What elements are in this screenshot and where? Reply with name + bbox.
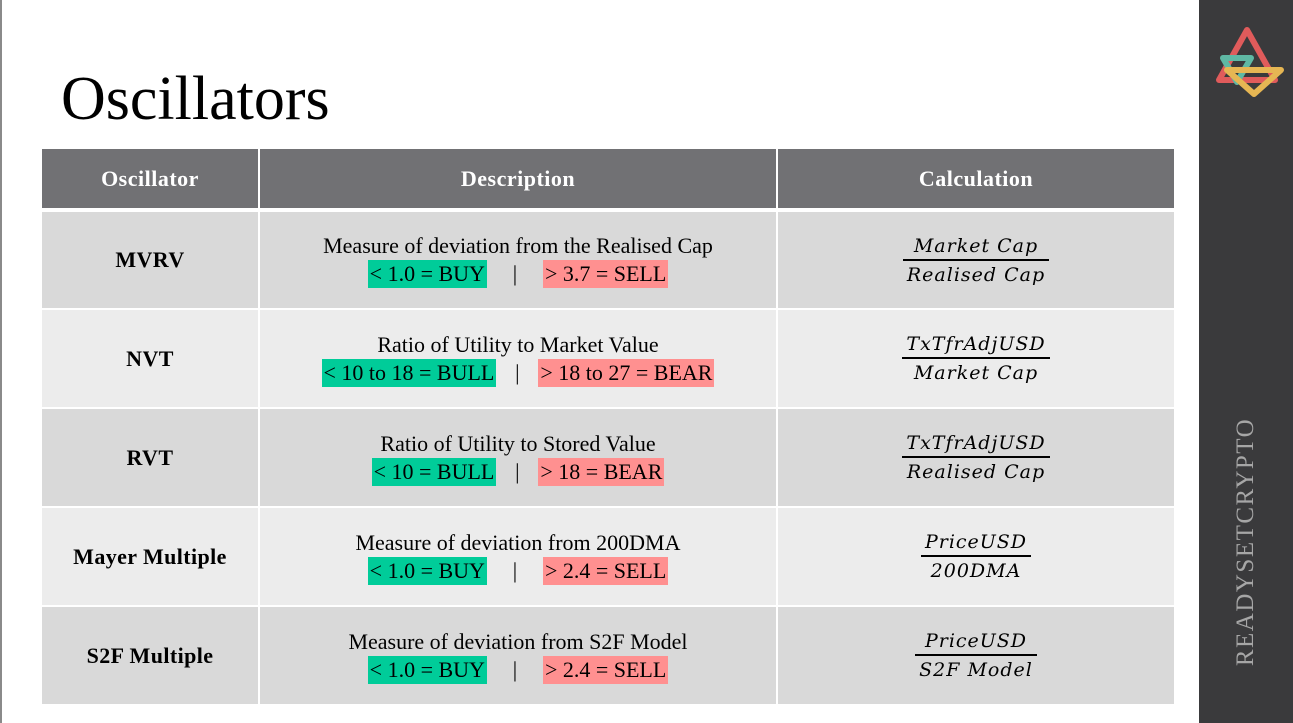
signal-separator: | [515, 359, 520, 385]
oscillator-name: MVRV [40, 209, 260, 310]
description-text: Measure of deviation from the Realised C… [323, 233, 713, 258]
header-oscillator: Oscillator [40, 147, 260, 211]
signal-thresholds: < 10 = BULL | > 18 = BEAR [260, 457, 776, 486]
buy-signal-badge: < 1.0 = BUY [367, 556, 487, 585]
sell-signal-badge: > 2.4 = SELL [542, 655, 669, 684]
calculation-fraction: PriceUSD S2F Model [915, 630, 1037, 681]
sell-signal-badge: > 18 to 27 = BEAR [538, 358, 715, 387]
slide-title: Oscillators [61, 65, 330, 133]
oscillator-name: Mayer Multiple [40, 506, 260, 607]
buy-signal-badge: < 10 to 18 = BULL [321, 358, 497, 387]
signal-separator: | [515, 458, 520, 484]
description-text: Ratio of Utility to Stored Value [380, 430, 656, 456]
table-row: S2F Multiple Measure of deviation from S… [40, 605, 1176, 706]
buy-signal-badge: < 1.0 = BUY [367, 260, 487, 288]
calculation-cell: PriceUSD 200DMA [776, 506, 1176, 607]
table-row: NVT Ratio of Utility to Market Value < 1… [40, 308, 1176, 409]
signal-thresholds: < 10 to 18 = BULL | > 18 to 27 = BEAR [260, 358, 776, 387]
description-cell: Ratio of Utility to Stored Value < 10 = … [258, 407, 778, 508]
description-cell: Ratio of Utility to Market Value < 10 to… [258, 308, 778, 409]
fraction-numerator: PriceUSD [920, 531, 1032, 557]
fraction-denominator: Realised Cap [906, 461, 1046, 483]
sell-signal-badge: > 18 = BEAR [538, 457, 665, 486]
calculation-cell: TxTfrAdjUSD Realised Cap [776, 407, 1176, 508]
brand-sidebar: READYSETCRYPTO [1199, 0, 1293, 723]
fraction-denominator: Market Cap [913, 362, 1039, 384]
oscillators-table: Oscillator Description Calculation MVRV … [40, 147, 1176, 706]
signal-separator: | [512, 261, 518, 286]
fraction-numerator: Market Cap [902, 235, 1050, 261]
calculation-fraction: Market Cap Realised Cap [902, 235, 1050, 286]
fraction-numerator: TxTfrAdjUSD [902, 333, 1050, 359]
buy-signal-badge: < 10 = BULL [371, 457, 497, 486]
description-cell: Measure of deviation from S2F Model < 1.… [258, 605, 778, 706]
slide-left-border [0, 0, 2, 723]
calculation-cell: TxTfrAdjUSD Market Cap [776, 308, 1176, 409]
header-description: Description [258, 147, 778, 211]
description-text: Measure of deviation from 200DMA [355, 529, 681, 555]
description-text: Ratio of Utility to Market Value [377, 331, 659, 357]
header-calculation: Calculation [776, 147, 1176, 211]
fraction-denominator: 200DMA [930, 560, 1022, 582]
oscillator-name: S2F Multiple [40, 605, 260, 706]
calculation-fraction: TxTfrAdjUSD Realised Cap [902, 432, 1050, 483]
sell-signal-badge: > 2.4 = SELL [542, 556, 669, 585]
description-text: Measure of deviation from S2F Model [348, 628, 688, 654]
description-cell: Measure of deviation from 200DMA < 1.0 =… [258, 506, 778, 607]
fraction-denominator: Realised Cap [906, 263, 1046, 286]
description-cell: Measure of deviation from the Realised C… [258, 209, 778, 310]
signal-thresholds: < 1.0 = BUY | > 2.4 = SELL [260, 655, 776, 684]
calculation-fraction: TxTfrAdjUSD Market Cap [902, 333, 1050, 384]
calculation-cell: PriceUSD S2F Model [776, 605, 1176, 706]
table-row: Mayer Multiple Measure of deviation from… [40, 506, 1176, 607]
fraction-numerator: PriceUSD [915, 630, 1037, 656]
calculation-cell: Market Cap Realised Cap [776, 209, 1176, 310]
brand-wordmark: READYSETCRYPTO [1232, 417, 1259, 667]
sell-signal-badge: > 3.7 = SELL [542, 260, 669, 288]
buy-signal-badge: < 1.0 = BUY [367, 655, 487, 684]
table-row: RVT Ratio of Utility to Stored Value < 1… [40, 407, 1176, 508]
signal-thresholds: < 1.0 = BUY | > 2.4 = SELL [260, 556, 776, 585]
signal-separator: | [512, 557, 518, 583]
calculation-fraction: PriceUSD 200DMA [920, 531, 1032, 582]
table-row: MVRV Measure of deviation from the Reali… [40, 209, 1176, 310]
oscillator-name: RVT [40, 407, 260, 508]
triangle-knot-logo-icon [1216, 27, 1284, 97]
signal-separator: | [512, 656, 518, 682]
fraction-denominator: S2F Model [919, 659, 1033, 681]
fraction-numerator: TxTfrAdjUSD [902, 432, 1050, 458]
signal-thresholds: < 1.0 = BUY | > 3.7 = SELL [260, 260, 776, 288]
table-header-row: Oscillator Description Calculation [40, 147, 1176, 211]
oscillator-name: NVT [40, 308, 260, 409]
